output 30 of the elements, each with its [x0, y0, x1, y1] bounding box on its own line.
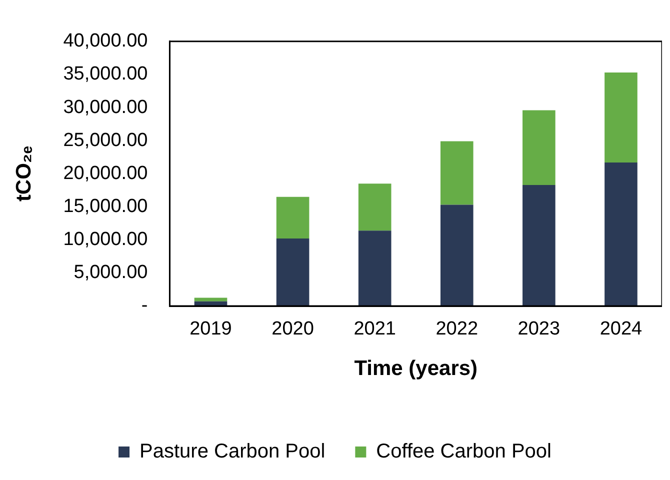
- x-axis-title: Time (years): [354, 357, 478, 380]
- legend-label: Pasture Carbon Pool: [140, 440, 326, 463]
- bar: [276, 196, 310, 239]
- y-axis-title: tCO₂ₑ: [12, 146, 36, 202]
- y-tick-label: 15,000.00: [63, 196, 148, 218]
- y-tick-label: 10,000.00: [63, 229, 148, 250]
- bar: [522, 110, 556, 185]
- bar: [440, 204, 474, 306]
- bar: [358, 230, 392, 306]
- bar: [604, 162, 638, 306]
- x-tick-label: 2020: [272, 318, 314, 340]
- y-tick-label: 30,000.00: [63, 96, 148, 118]
- x-tick-label: 2021: [354, 318, 396, 340]
- legend-label: Coffee Carbon Pool: [376, 440, 552, 463]
- x-tick-label: 2019: [190, 318, 232, 340]
- y-tick-label: 35,000.00: [63, 64, 148, 85]
- bar: [440, 141, 474, 205]
- bar: [522, 184, 556, 306]
- y-tick-label: -: [141, 295, 148, 316]
- x-tick-label: 2024: [600, 318, 643, 340]
- bar: [604, 72, 638, 162]
- x-tick-label: 2022: [436, 318, 478, 340]
- y-tick-label: 25,000.00: [63, 130, 148, 151]
- bar: [358, 184, 392, 231]
- y-tick-label: 5,000.00: [74, 262, 148, 284]
- x-tick-label: 2023: [518, 318, 560, 340]
- y-tick-label: 20,000.00: [63, 162, 148, 184]
- y-tick-label: 40,000.00: [63, 30, 148, 52]
- bar: [276, 238, 310, 306]
- bar: [194, 298, 228, 302]
